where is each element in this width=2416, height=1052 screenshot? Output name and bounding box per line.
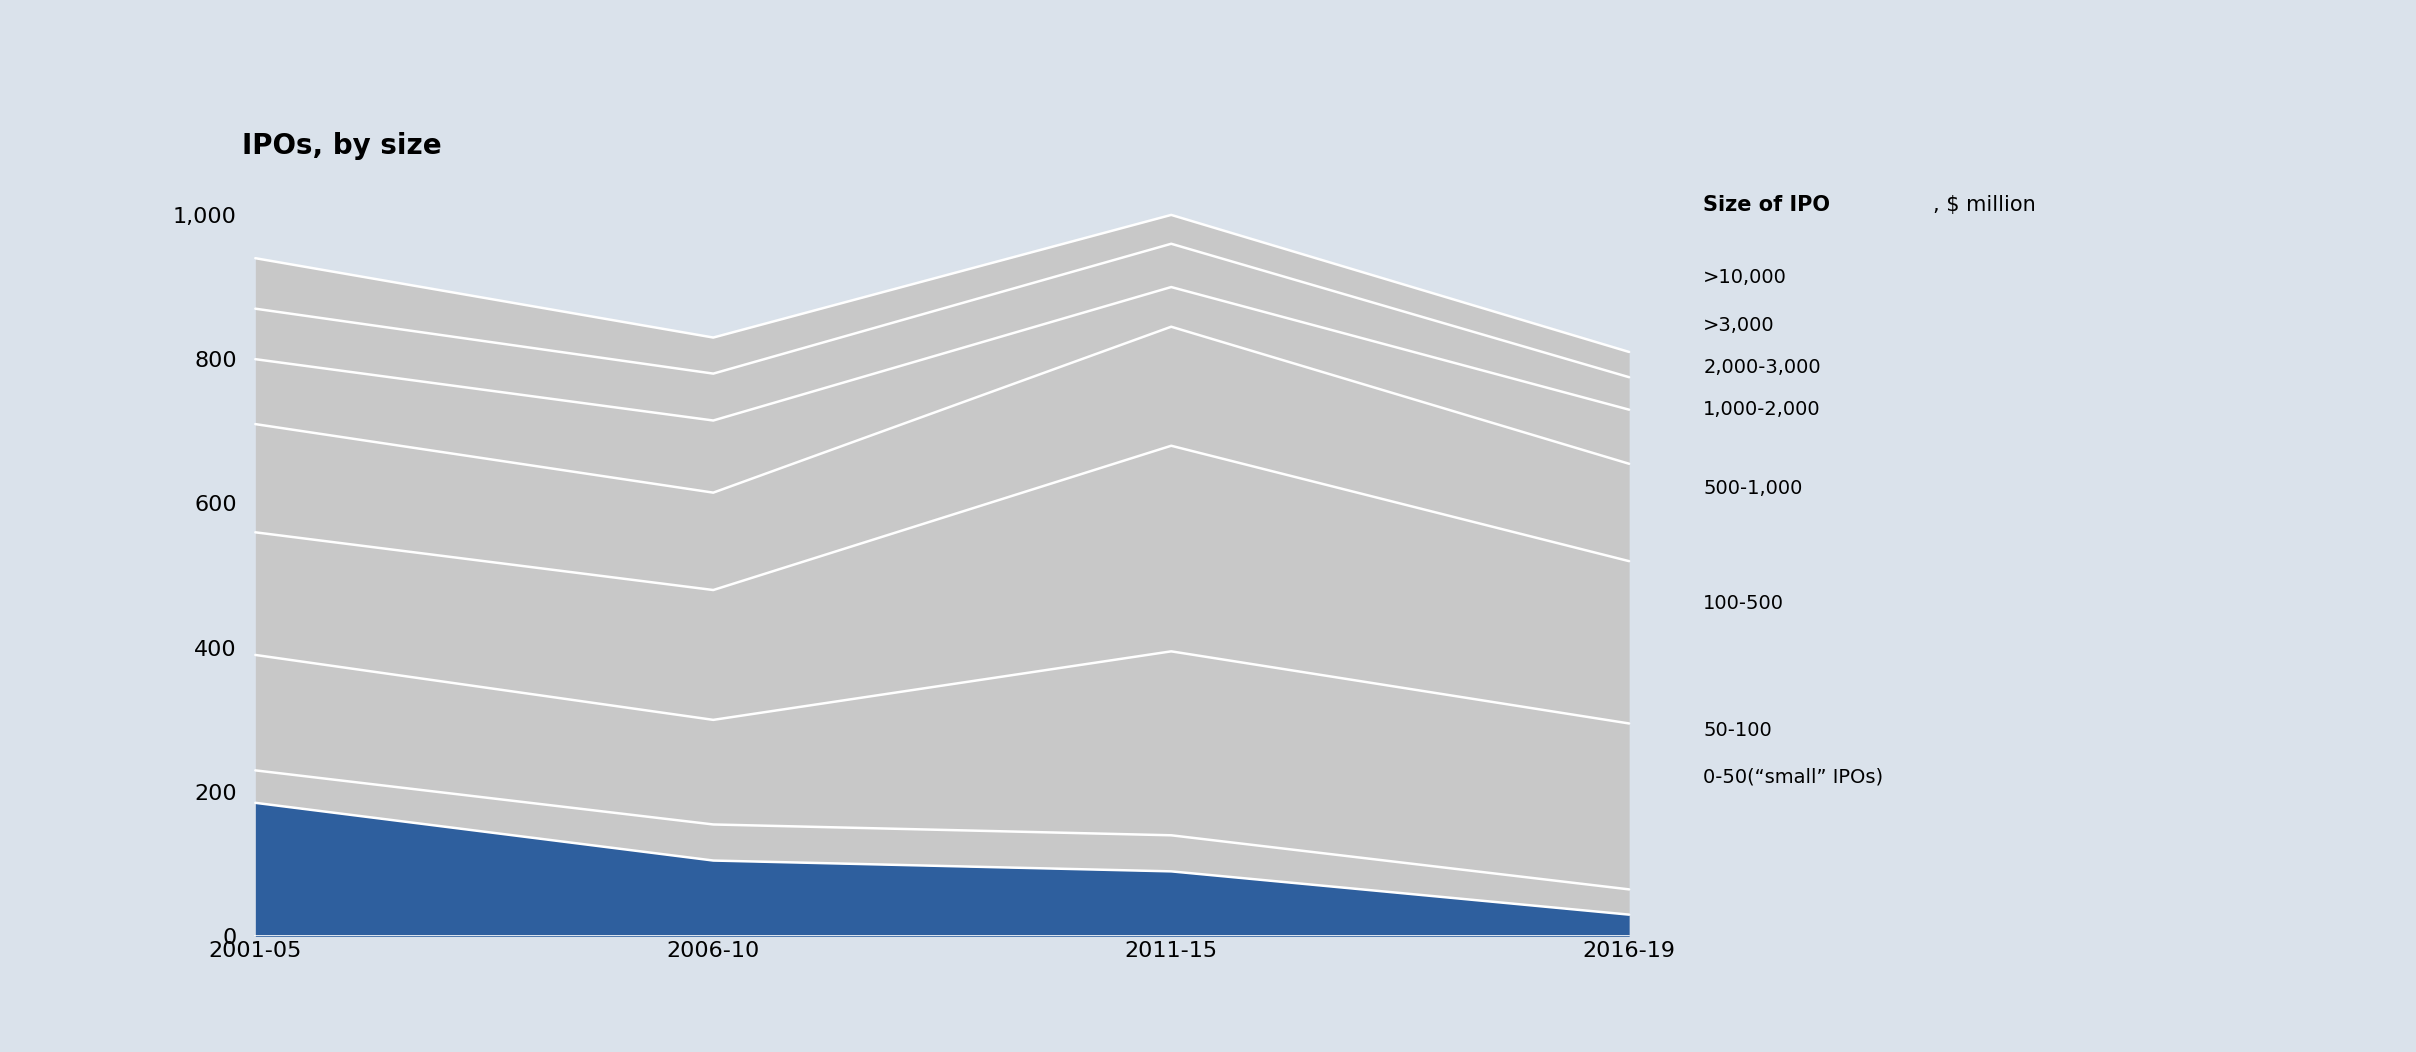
Text: >10,000: >10,000 [1703, 268, 1788, 287]
Text: 2,000-3,000: 2,000-3,000 [1703, 358, 1822, 377]
Text: 1,000-2,000: 1,000-2,000 [1703, 400, 1822, 419]
Text: 500-1,000: 500-1,000 [1703, 479, 1802, 498]
Text: Size of IPO: Size of IPO [1703, 195, 1831, 215]
Text: >3,000: >3,000 [1703, 316, 1776, 335]
Text: , $ million: , $ million [1933, 195, 2037, 215]
Text: 0-50(“small” IPOs): 0-50(“small” IPOs) [1703, 768, 1884, 787]
Text: IPOs, by size: IPOs, by size [242, 132, 442, 160]
Text: 50-100: 50-100 [1703, 721, 1771, 740]
Text: 100-500: 100-500 [1703, 594, 1785, 613]
